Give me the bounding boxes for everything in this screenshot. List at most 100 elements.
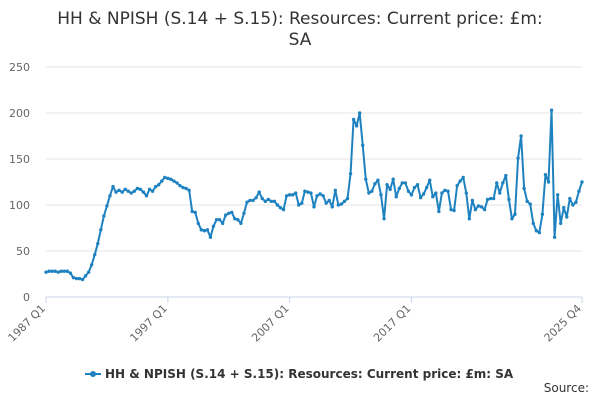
data-point[interactable] (373, 182, 377, 186)
data-point[interactable] (357, 111, 362, 115)
data-point[interactable] (562, 206, 566, 210)
data-point[interactable] (568, 196, 572, 201)
data-point[interactable] (452, 208, 456, 213)
data-point[interactable] (120, 190, 124, 194)
data-point[interactable] (284, 194, 289, 198)
data-point[interactable] (190, 209, 194, 214)
data-point[interactable] (394, 195, 398, 199)
data-point[interactable] (415, 183, 420, 187)
data-point[interactable] (525, 199, 529, 204)
data-point[interactable] (300, 201, 304, 205)
data-point[interactable] (80, 277, 85, 282)
data-point[interactable] (205, 228, 210, 232)
data-point[interactable] (281, 207, 286, 212)
data-point[interactable] (211, 224, 216, 228)
data-point[interactable] (202, 229, 207, 233)
data-point[interactable] (555, 193, 560, 197)
data-point[interactable] (156, 183, 161, 187)
data-point[interactable] (504, 173, 508, 178)
data-point[interactable] (354, 124, 359, 128)
data-point[interactable] (105, 204, 109, 208)
data-point[interactable] (312, 205, 316, 209)
data-point[interactable] (227, 211, 231, 215)
data-point[interactable] (333, 188, 338, 192)
data-point[interactable] (458, 179, 462, 183)
data-point[interactable] (102, 214, 106, 218)
data-point[interactable] (531, 221, 535, 226)
data-point[interactable] (546, 180, 551, 184)
data-point[interactable] (129, 191, 133, 195)
data-point[interactable] (424, 185, 429, 190)
data-point[interactable] (449, 207, 453, 212)
data-point[interactable] (303, 189, 307, 193)
data-point[interactable] (412, 185, 417, 190)
data-point[interactable] (428, 178, 432, 182)
data-point[interactable] (580, 180, 584, 184)
data-point[interactable] (245, 200, 249, 204)
data-point[interactable] (498, 191, 502, 195)
data-point[interactable] (351, 117, 356, 122)
data-point[interactable] (223, 213, 228, 217)
data-point[interactable] (324, 201, 328, 205)
data-point[interactable] (522, 186, 526, 191)
data-point[interactable] (163, 175, 167, 180)
data-point[interactable] (382, 217, 386, 221)
data-point[interactable] (397, 186, 401, 191)
data-point[interactable] (260, 196, 264, 201)
data-point[interactable] (153, 184, 158, 189)
data-point[interactable] (248, 198, 252, 203)
data-point[interactable] (513, 212, 517, 216)
data-point[interactable] (126, 189, 130, 193)
data-point[interactable] (479, 205, 484, 209)
data-point[interactable] (53, 269, 57, 273)
data-point[interactable] (510, 217, 514, 221)
data-point[interactable] (257, 190, 261, 194)
data-point[interactable] (339, 202, 344, 206)
data-point[interactable] (543, 172, 548, 177)
data-point[interactable] (306, 190, 310, 194)
data-point[interactable] (534, 229, 539, 233)
data-point[interactable] (96, 241, 100, 246)
data-point[interactable] (208, 235, 213, 239)
data-point[interactable] (501, 181, 505, 185)
data-point[interactable] (99, 228, 103, 232)
data-point[interactable] (56, 270, 60, 274)
data-point[interactable] (571, 203, 575, 207)
data-point[interactable] (263, 199, 267, 204)
data-point[interactable] (175, 181, 179, 185)
data-point[interactable] (123, 187, 127, 192)
data-point[interactable] (297, 203, 301, 207)
legend[interactable]: HH & NPISH (S.14 + S.15): Resources: Cur… (85, 367, 514, 381)
data-point[interactable] (278, 206, 283, 210)
data-point[interactable] (68, 271, 73, 275)
data-point[interactable] (111, 184, 115, 189)
data-point[interactable] (47, 269, 51, 273)
data-point[interactable] (214, 218, 219, 222)
data-point[interactable] (117, 188, 121, 192)
data-point[interactable] (495, 181, 499, 185)
data-point[interactable] (83, 274, 88, 278)
data-point[interactable] (251, 198, 255, 203)
data-point[interactable] (160, 179, 164, 183)
data-point[interactable] (266, 197, 271, 202)
data-point[interactable] (147, 187, 152, 192)
data-point[interactable] (287, 193, 292, 197)
data-point[interactable] (74, 276, 79, 281)
data-point[interactable] (391, 177, 395, 181)
data-point[interactable] (552, 235, 557, 239)
data-point[interactable] (476, 204, 481, 208)
data-point[interactable] (242, 211, 246, 215)
data-point[interactable] (178, 183, 182, 188)
data-point[interactable] (446, 189, 450, 193)
data-point[interactable] (388, 187, 392, 192)
data-point[interactable] (345, 196, 350, 201)
data-point[interactable] (549, 108, 554, 112)
data-point[interactable] (437, 209, 441, 214)
data-point[interactable] (62, 269, 66, 273)
data-point[interactable] (135, 186, 140, 191)
data-point[interactable] (93, 252, 97, 257)
data-point[interactable] (199, 228, 204, 232)
data-point[interactable] (217, 218, 222, 222)
data-point[interactable] (187, 188, 191, 192)
data-point[interactable] (473, 207, 478, 212)
